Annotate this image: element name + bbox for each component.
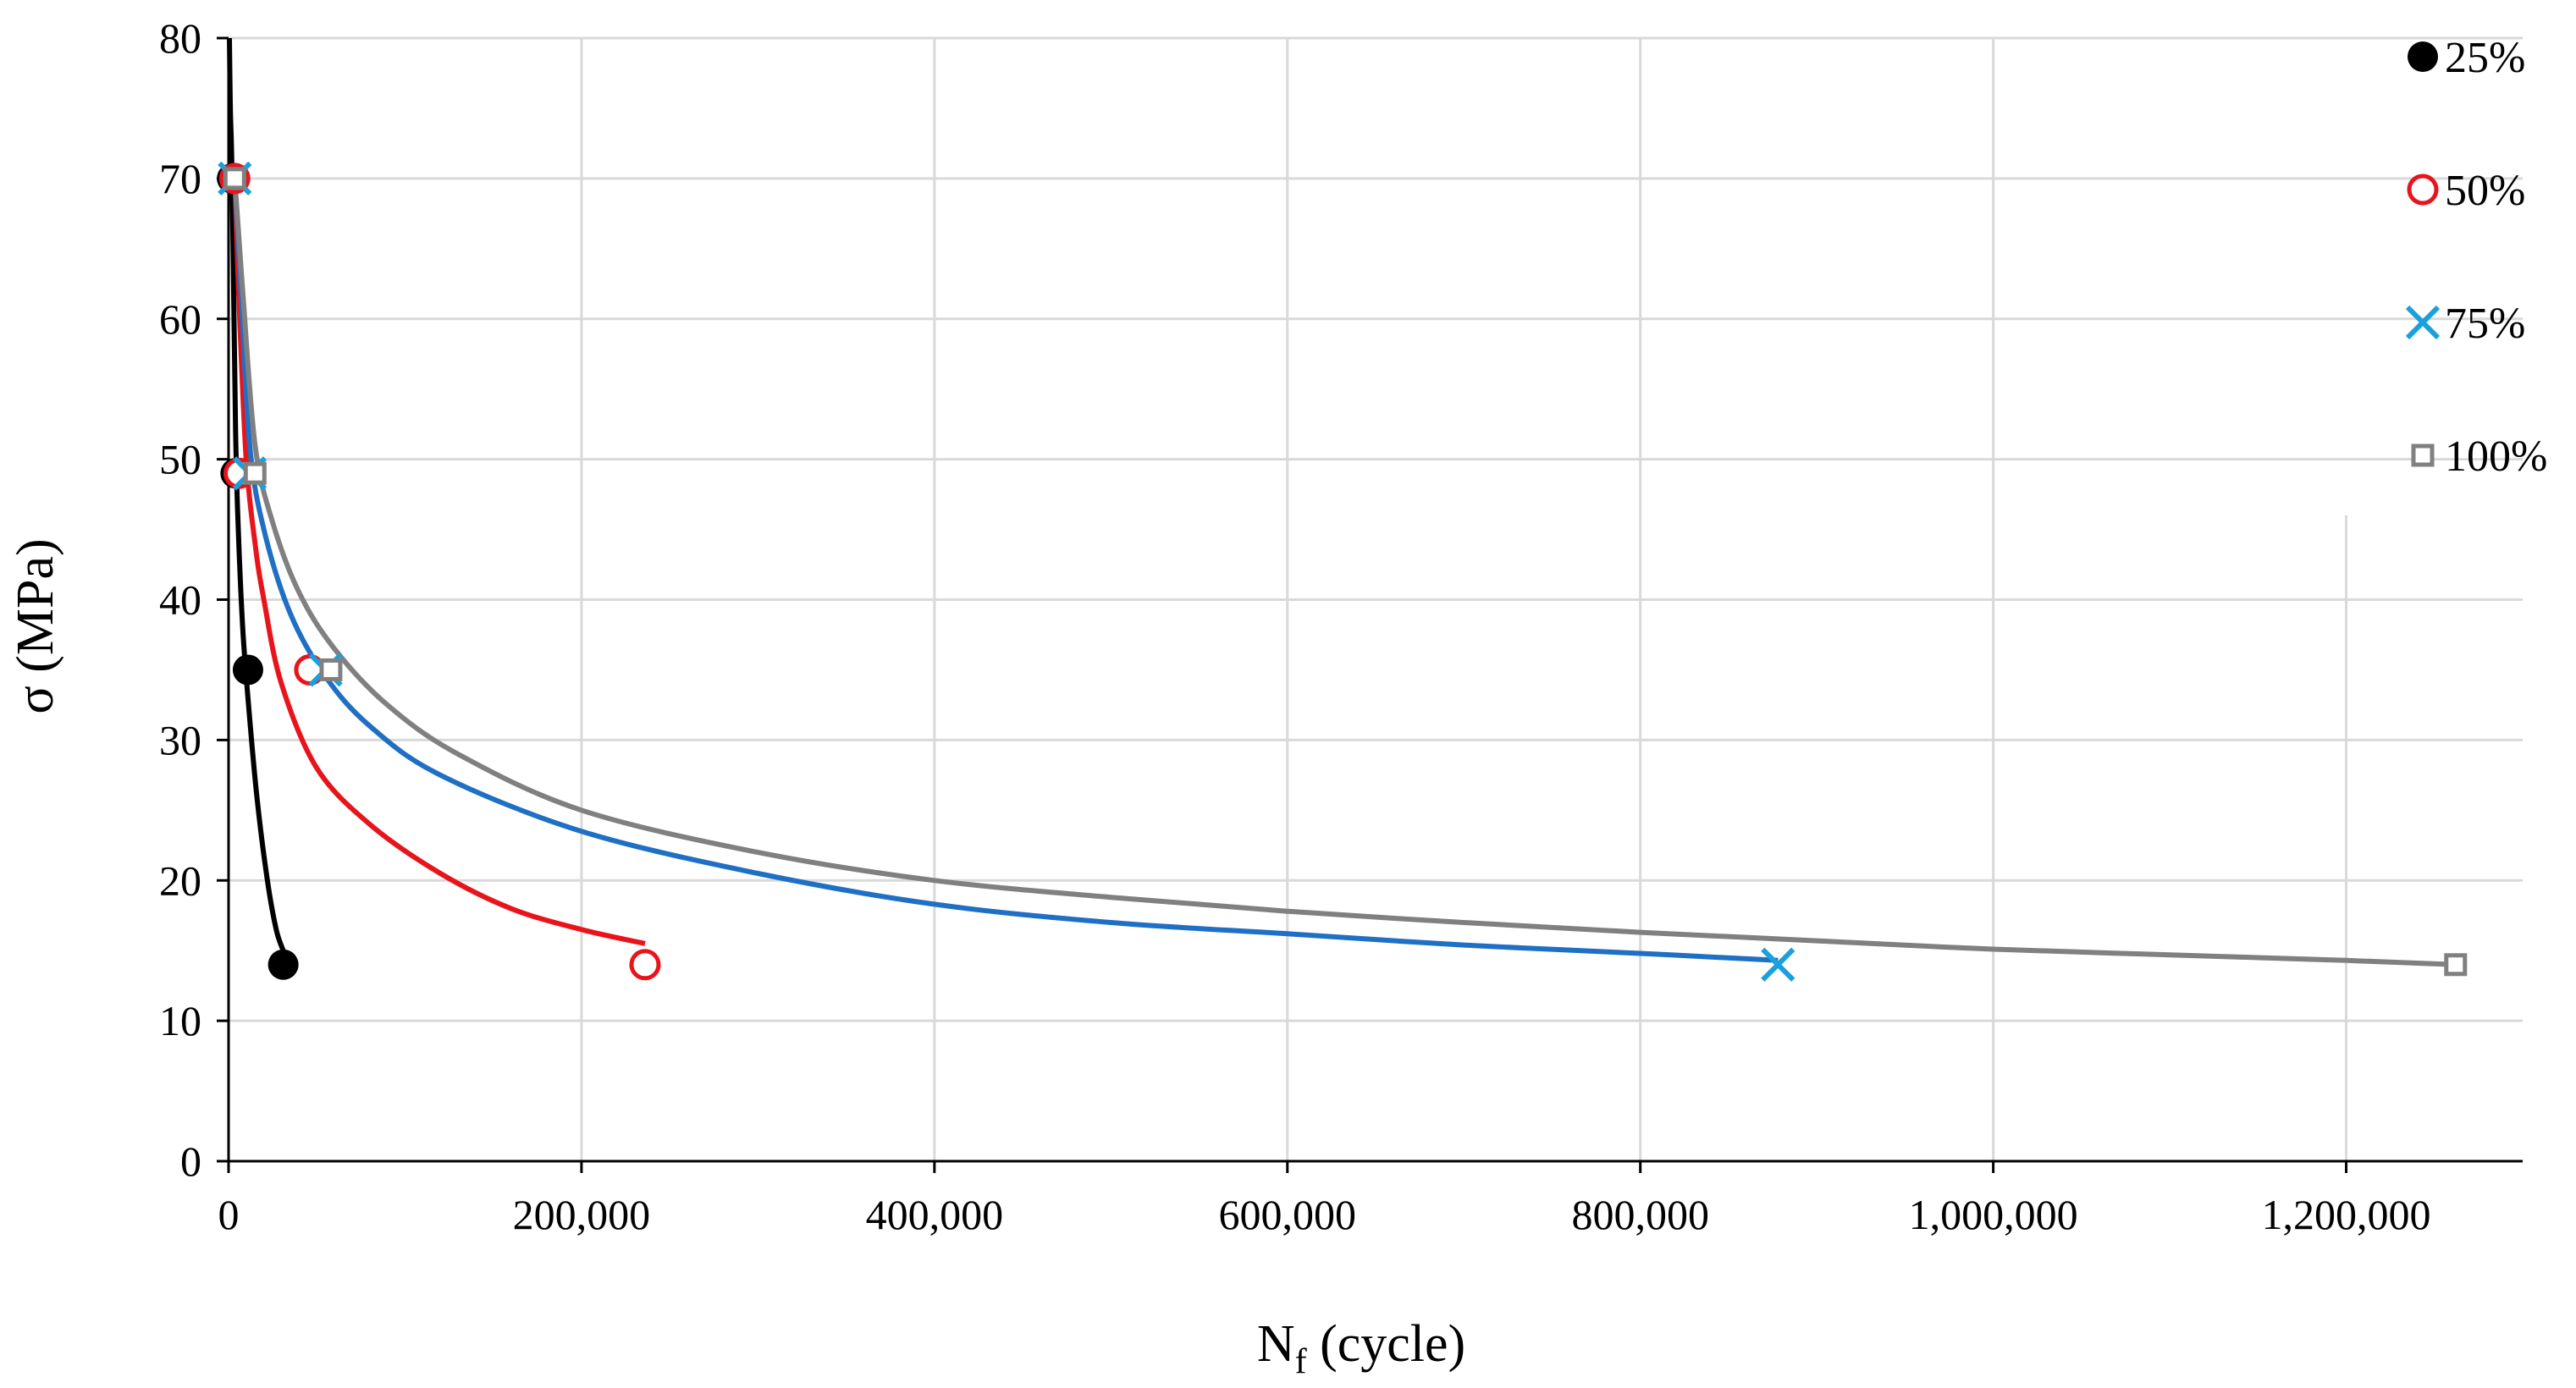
point-100pct xyxy=(223,167,246,190)
x-tick-label: 1,200,000 xyxy=(2262,1191,2431,1238)
x-tick-label: 800,000 xyxy=(1571,1191,1709,1238)
point-100pct xyxy=(2444,953,2468,977)
x-tick-label: 0 xyxy=(218,1191,240,1238)
legend-label-25pct: 25% xyxy=(2445,34,2525,82)
axes xyxy=(217,36,2523,1173)
fit-curves xyxy=(227,37,2456,967)
y-tick-label: 60 xyxy=(159,295,201,343)
curve-25pct xyxy=(227,37,286,952)
y-axis-title: σ (MPa) xyxy=(7,538,64,713)
x-tick-label: 1,000,000 xyxy=(1909,1191,2078,1238)
legend-marker-75pct xyxy=(2405,305,2441,340)
curve-50pct xyxy=(232,178,646,946)
legend: 25% 50% 75% 100% xyxy=(2405,34,2547,481)
point-75pct xyxy=(1761,947,1795,982)
legend-marker-75pct-stroke xyxy=(2405,305,2441,340)
x-axis-title-rest: (cycle) xyxy=(1307,1315,1466,1373)
y-tick-label: 10 xyxy=(159,997,201,1044)
point-75pct-stroke xyxy=(1761,947,1795,982)
legend-marker-50pct xyxy=(2407,174,2439,206)
x-axis-title: Nf (cycle) xyxy=(1257,1315,1465,1381)
legend-label-100pct: 100% xyxy=(2445,432,2547,481)
legend-label-75pct: 75% xyxy=(2445,300,2525,348)
legend-marker-100pct xyxy=(2411,443,2435,467)
x-tick-label: 400,000 xyxy=(866,1191,1004,1238)
x-axis-title-sub: f xyxy=(1295,1342,1307,1381)
grid-lines xyxy=(229,36,2523,1161)
point-100pct xyxy=(319,658,343,681)
curve-75pct xyxy=(232,178,1779,963)
x-axis-title-main: N xyxy=(1257,1315,1295,1373)
tick-labels: 0 10 20 30 40 50 60 70 80 0 200,000 400,000 600,000 8… xyxy=(159,14,2431,1238)
legend-marker-25pct xyxy=(2408,41,2438,72)
y-tick-label: 80 xyxy=(159,14,201,62)
point-100pct xyxy=(243,461,267,485)
y-tick-label: 30 xyxy=(159,716,201,763)
y-tick-label: 0 xyxy=(180,1137,201,1185)
legend-label-50pct: 50% xyxy=(2445,167,2525,215)
data-markers xyxy=(217,161,2468,982)
y-tick-label: 50 xyxy=(159,436,201,483)
point-25pct xyxy=(232,654,263,686)
x-tick-label: 600,000 xyxy=(1219,1191,1357,1238)
y-tick-label: 70 xyxy=(159,155,201,202)
y-tick-label: 20 xyxy=(159,856,201,904)
y-tick-label: 40 xyxy=(159,576,201,624)
point-25pct xyxy=(268,949,299,980)
x-tick-label: 200,000 xyxy=(513,1191,651,1238)
curve-100pct xyxy=(232,178,2456,967)
point-50pct xyxy=(629,949,661,981)
